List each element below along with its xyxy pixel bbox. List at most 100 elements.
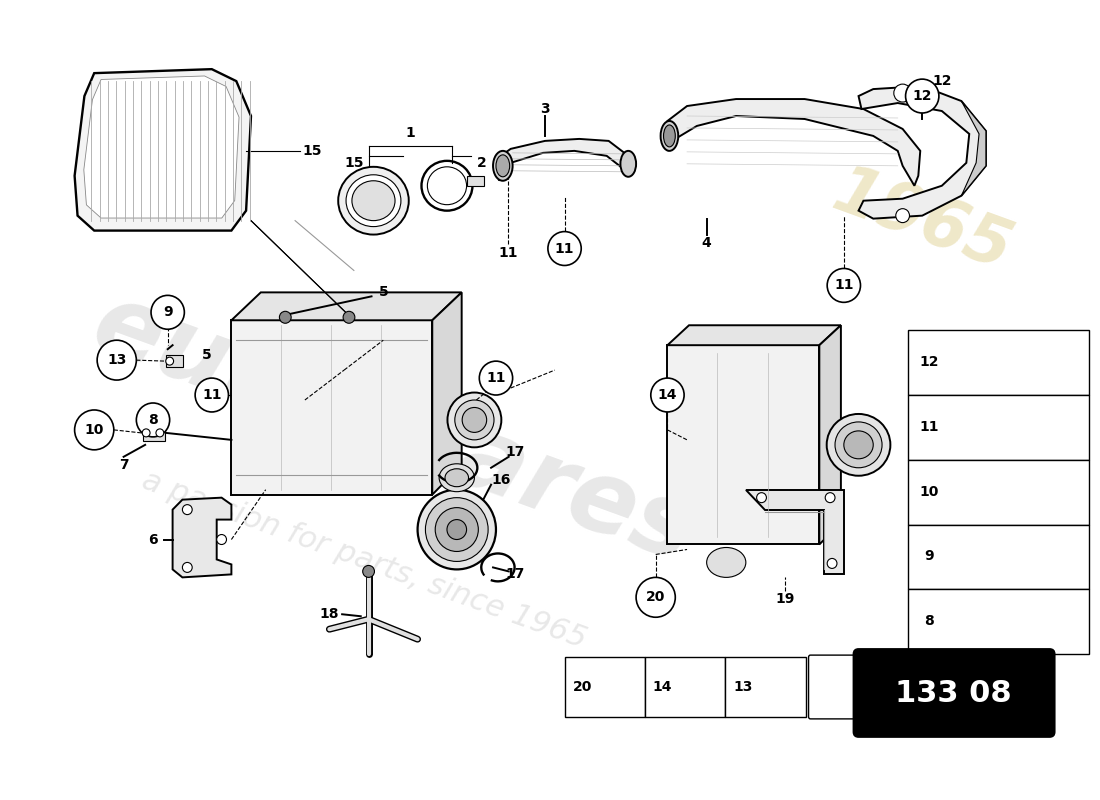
Text: 4: 4 <box>702 235 712 250</box>
Polygon shape <box>173 498 231 578</box>
Text: 17: 17 <box>506 445 526 459</box>
Bar <box>908 395 1089 460</box>
Circle shape <box>825 493 835 502</box>
Text: 13: 13 <box>107 353 126 367</box>
Ellipse shape <box>844 431 873 458</box>
Circle shape <box>195 378 229 412</box>
Text: 2: 2 <box>476 156 486 170</box>
Ellipse shape <box>352 181 395 221</box>
Polygon shape <box>499 139 630 181</box>
Ellipse shape <box>426 498 488 562</box>
Circle shape <box>156 429 164 437</box>
Ellipse shape <box>661 121 679 151</box>
Ellipse shape <box>418 490 496 570</box>
Circle shape <box>279 311 292 323</box>
Text: 12: 12 <box>913 89 932 103</box>
Circle shape <box>480 361 513 395</box>
Text: 14: 14 <box>658 388 678 402</box>
Text: 13: 13 <box>734 680 752 694</box>
Circle shape <box>136 403 169 437</box>
Polygon shape <box>84 76 239 218</box>
Text: 20: 20 <box>646 590 666 604</box>
Text: 15: 15 <box>344 156 364 170</box>
Ellipse shape <box>439 464 474 492</box>
Ellipse shape <box>706 547 746 578</box>
Text: 20: 20 <box>572 680 592 694</box>
FancyBboxPatch shape <box>854 649 1055 737</box>
Circle shape <box>827 269 860 302</box>
Circle shape <box>651 378 684 412</box>
Bar <box>725 657 805 717</box>
Text: 10: 10 <box>920 485 938 498</box>
Text: 133 08: 133 08 <box>895 679 1012 709</box>
Text: 7: 7 <box>119 458 129 472</box>
Ellipse shape <box>338 167 409 234</box>
Polygon shape <box>668 326 840 345</box>
Polygon shape <box>231 320 432 494</box>
Bar <box>908 330 1089 395</box>
Text: 12: 12 <box>932 74 952 88</box>
Text: 8: 8 <box>148 413 158 427</box>
Polygon shape <box>668 99 921 186</box>
Ellipse shape <box>493 151 513 181</box>
Text: 11: 11 <box>834 278 854 292</box>
FancyBboxPatch shape <box>808 655 903 719</box>
Text: 14: 14 <box>652 680 672 694</box>
Polygon shape <box>75 69 251 230</box>
Circle shape <box>151 295 185 330</box>
Bar <box>908 525 1089 590</box>
Text: 11: 11 <box>202 388 221 402</box>
Text: 5: 5 <box>202 348 212 362</box>
Bar <box>564 657 645 717</box>
Ellipse shape <box>454 400 494 440</box>
Text: 9: 9 <box>163 306 173 319</box>
Text: 11: 11 <box>498 246 517 259</box>
Ellipse shape <box>462 407 486 432</box>
Bar <box>645 657 725 717</box>
Ellipse shape <box>446 469 469 486</box>
Ellipse shape <box>447 519 466 539</box>
Ellipse shape <box>827 414 890 476</box>
Text: 16: 16 <box>492 473 510 486</box>
Circle shape <box>75 410 113 450</box>
Ellipse shape <box>436 508 478 551</box>
Polygon shape <box>858 86 986 218</box>
Bar <box>466 176 484 186</box>
Polygon shape <box>432 292 462 494</box>
Ellipse shape <box>663 125 675 147</box>
Ellipse shape <box>496 155 509 177</box>
Polygon shape <box>231 292 462 320</box>
Bar <box>908 460 1089 525</box>
Polygon shape <box>746 490 844 574</box>
Circle shape <box>97 340 136 380</box>
Text: 15: 15 <box>302 144 321 158</box>
Text: 1: 1 <box>406 126 416 140</box>
Text: 5: 5 <box>378 286 388 299</box>
Circle shape <box>142 429 150 437</box>
Text: eurospares: eurospares <box>79 276 707 584</box>
Text: 19: 19 <box>776 592 794 606</box>
Circle shape <box>757 493 767 502</box>
Bar <box>143 425 165 441</box>
Circle shape <box>905 79 939 113</box>
Text: 17: 17 <box>506 567 526 582</box>
Text: 8: 8 <box>924 614 934 628</box>
Text: 3: 3 <box>540 102 550 116</box>
Text: 9: 9 <box>924 550 934 563</box>
Text: 11: 11 <box>486 371 506 385</box>
Circle shape <box>217 534 227 545</box>
Ellipse shape <box>346 174 400 226</box>
Text: a passion for parts, since 1965: a passion for parts, since 1965 <box>138 466 590 654</box>
Circle shape <box>636 578 675 618</box>
Ellipse shape <box>448 393 502 447</box>
Circle shape <box>894 84 912 102</box>
Polygon shape <box>668 345 820 545</box>
Circle shape <box>166 357 174 365</box>
Bar <box>166 355 184 367</box>
Text: 18: 18 <box>320 607 339 622</box>
Text: 1965: 1965 <box>824 158 1021 283</box>
Circle shape <box>895 209 910 222</box>
Circle shape <box>183 562 192 572</box>
Text: 12: 12 <box>920 355 938 369</box>
Circle shape <box>827 558 837 569</box>
